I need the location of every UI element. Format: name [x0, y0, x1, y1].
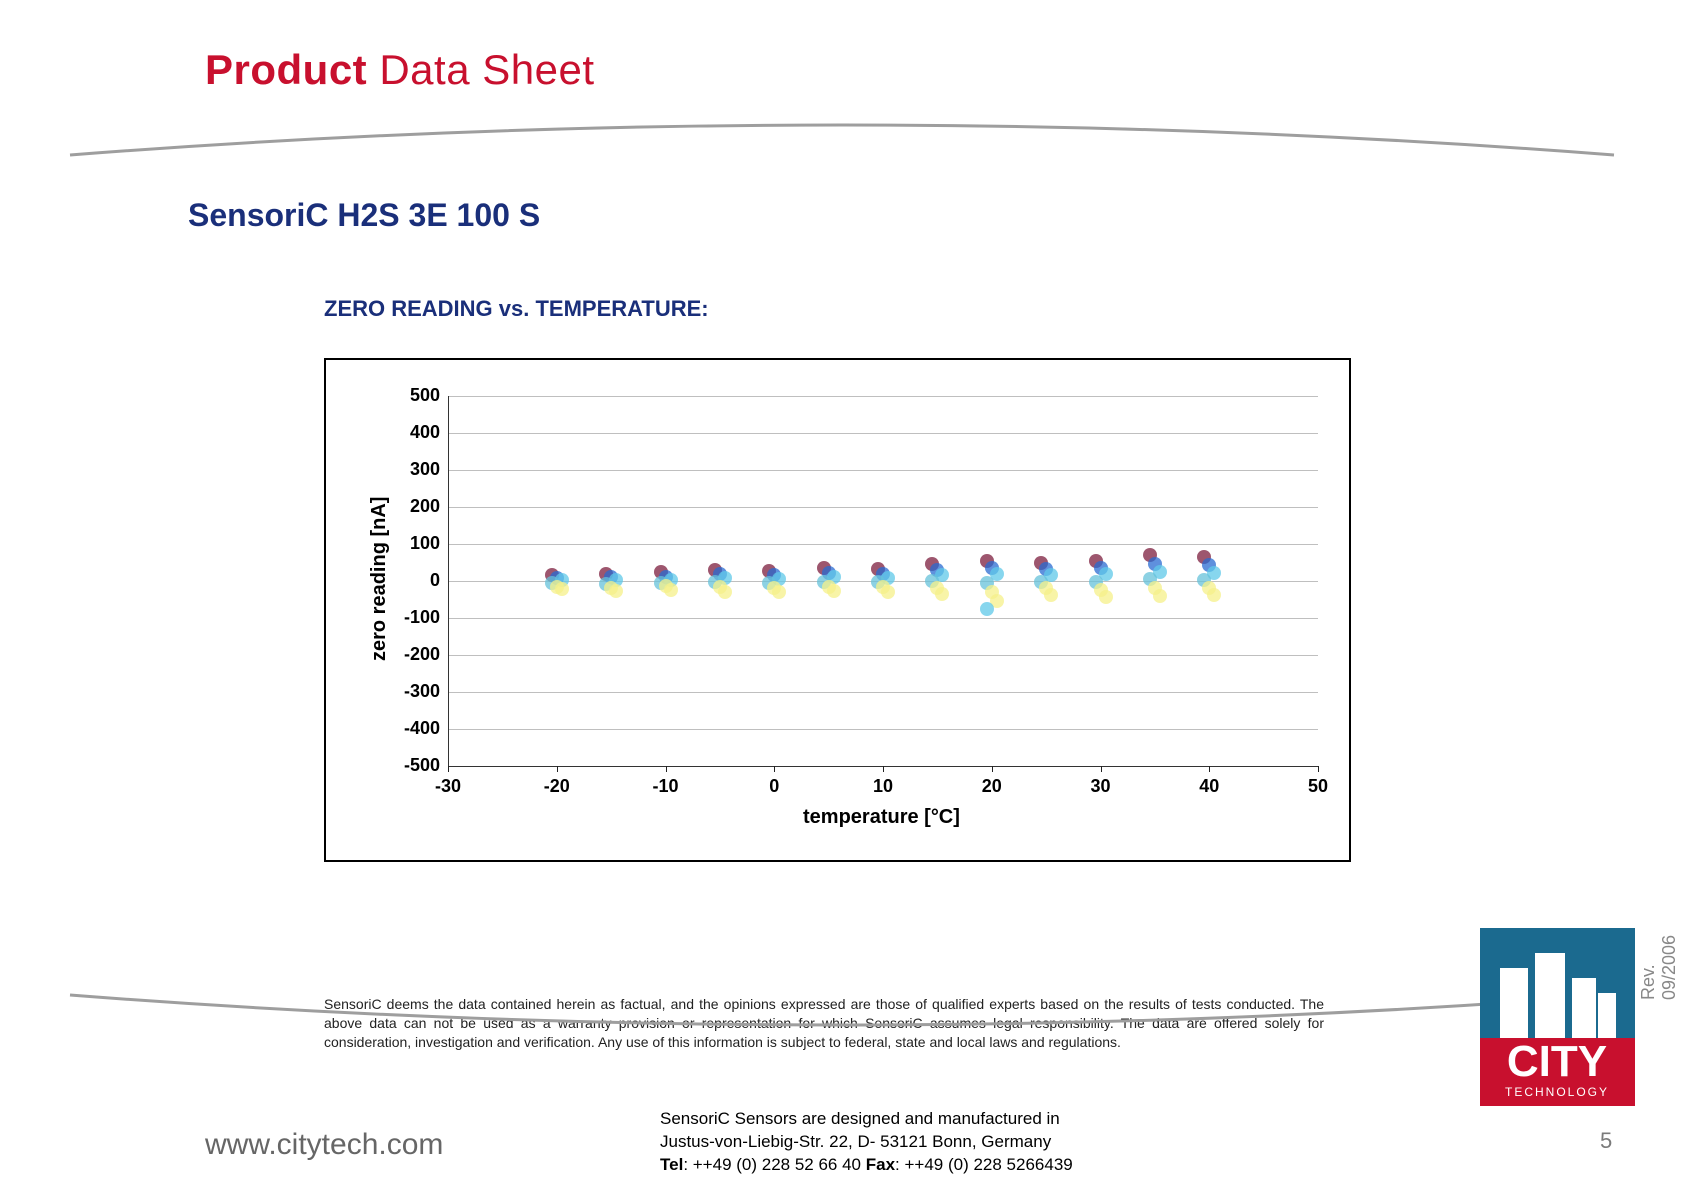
- x-tick-label: 40: [1179, 776, 1239, 797]
- x-tick-label: -10: [636, 776, 696, 797]
- x-tick: [1318, 766, 1319, 772]
- svg-text:CITY: CITY: [1507, 1037, 1607, 1086]
- data-point: [980, 602, 994, 616]
- y-tick-label: -500: [380, 755, 440, 776]
- x-tick: [1101, 766, 1102, 772]
- x-tick: [883, 766, 884, 772]
- x-tick: [992, 766, 993, 772]
- fax-label: Fax: [866, 1155, 895, 1174]
- x-tick-label: 50: [1288, 776, 1348, 797]
- data-point: [827, 584, 841, 598]
- x-tick: [666, 766, 667, 772]
- footer-url: www.citytech.com: [205, 1128, 443, 1162]
- x-tick-label: -20: [527, 776, 587, 797]
- data-point: [664, 583, 678, 597]
- tel-label: Tel: [660, 1155, 683, 1174]
- data-point: [555, 582, 569, 596]
- gridline: [448, 470, 1318, 471]
- page-number: 5: [1600, 1128, 1612, 1154]
- y-tick-label: -400: [380, 718, 440, 739]
- x-axis-title: temperature [°C]: [803, 806, 960, 829]
- gridline: [448, 729, 1318, 730]
- revision-label: Rev. 09/2006: [1638, 935, 1680, 1000]
- gridline: [448, 618, 1318, 619]
- y-tick-label: -300: [380, 681, 440, 702]
- data-point: [1153, 589, 1167, 603]
- x-tick: [448, 766, 449, 772]
- x-tick: [774, 766, 775, 772]
- contact-line-3: Tel: ++49 (0) 228 52 66 40 Fax: ++49 (0)…: [660, 1154, 1073, 1177]
- footer-contact: SensoriC Sensors are designed and manufa…: [660, 1108, 1073, 1177]
- y-tick-label: 500: [380, 385, 440, 406]
- header-light: Data Sheet: [367, 46, 594, 93]
- page-header-title: Product Data Sheet: [205, 46, 594, 94]
- x-tick: [557, 766, 558, 772]
- svg-text:TECHNOLOGY: TECHNOLOGY: [1505, 1085, 1609, 1099]
- data-point: [1099, 590, 1113, 604]
- data-point: [1207, 588, 1221, 602]
- data-point: [718, 585, 732, 599]
- y-axis-line: [448, 396, 449, 766]
- data-point: [881, 585, 895, 599]
- data-point: [772, 585, 786, 599]
- data-point: [609, 584, 623, 598]
- tel-value: : ++49 (0) 228 52 66 40: [683, 1155, 865, 1174]
- contact-line-2: Justus-von-Liebig-Str. 22, D- 53121 Bonn…: [660, 1131, 1073, 1154]
- gridline: [448, 507, 1318, 508]
- x-tick-label: 0: [744, 776, 804, 797]
- disclaimer-text: SensoriC deems the data contained herein…: [324, 995, 1324, 1052]
- x-tick-label: 20: [962, 776, 1022, 797]
- top-divider-curve: [0, 85, 1684, 205]
- fax-value: : ++49 (0) 228 5266439: [895, 1155, 1073, 1174]
- chart-title: ZERO READING vs. TEMPERATURE:: [324, 296, 709, 322]
- data-point: [935, 587, 949, 601]
- product-name: SensoriC H2S 3E 100 S: [188, 197, 540, 234]
- header-bold: Product: [205, 46, 367, 93]
- y-axis-title: zero reading [nA]: [368, 497, 391, 661]
- chart-box: 5004003002001000-100-200-300-400-500-30-…: [324, 358, 1351, 862]
- plot-area: 5004003002001000-100-200-300-400-500-30-…: [448, 396, 1318, 766]
- y-tick-label: 300: [380, 459, 440, 480]
- y-tick-label: 400: [380, 422, 440, 443]
- gridline: [448, 396, 1318, 397]
- data-point: [1044, 588, 1058, 602]
- x-tick: [1209, 766, 1210, 772]
- x-tick-label: 30: [1071, 776, 1131, 797]
- gridline: [448, 544, 1318, 545]
- gridline: [448, 433, 1318, 434]
- gridline: [448, 655, 1318, 656]
- city-technology-logo: CITY TECHNOLOGY: [1480, 928, 1635, 1106]
- gridline: [448, 692, 1318, 693]
- x-tick-label: -30: [418, 776, 478, 797]
- x-tick-label: 10: [853, 776, 913, 797]
- contact-line-1: SensoriC Sensors are designed and manufa…: [660, 1108, 1073, 1131]
